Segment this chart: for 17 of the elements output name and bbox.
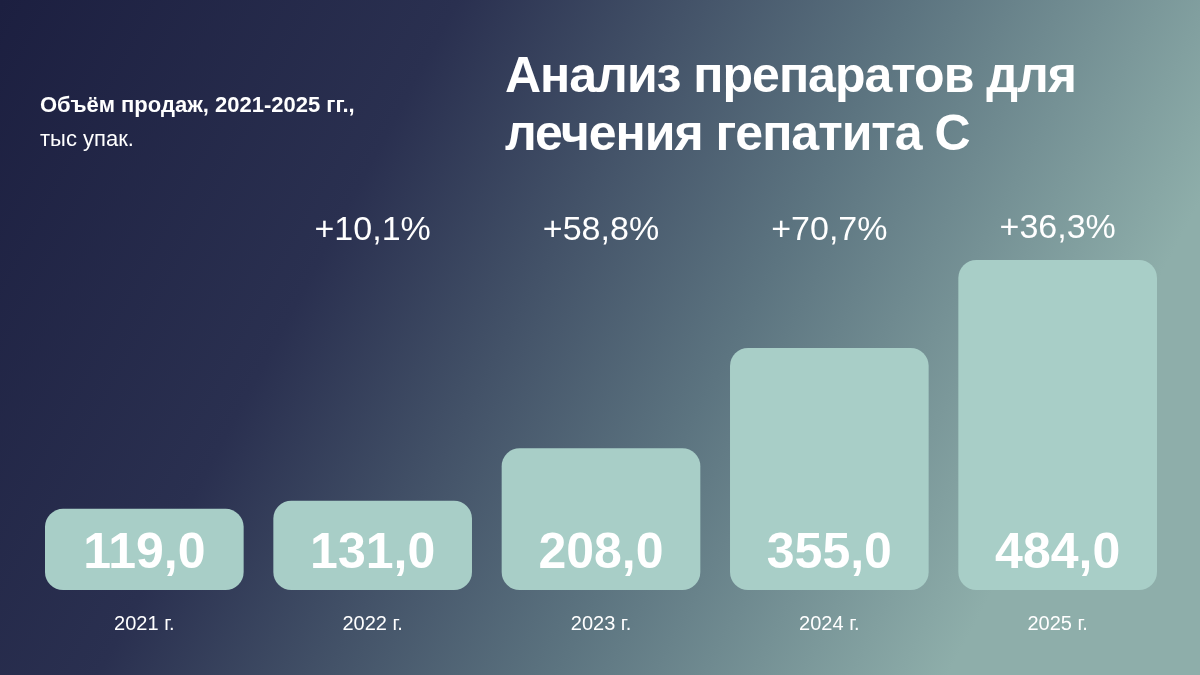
text: +10,1% [314,209,431,247]
text: +58,8% [542,209,660,247]
text: +70,7% [771,209,888,247]
x-tick-label: 2025 г. [1027,612,1088,634]
data-label: 131,0 [310,523,436,579]
chart-title: Анализ препаратов для лечения гепатита С [505,47,1076,161]
data-label: 355,0 [766,523,892,579]
x-tick-label: 2024 г. [799,612,860,634]
data-label: 119,0 [83,523,206,579]
data-label: 208,0 [538,523,664,579]
x-tick-label: 2022 г. [342,612,403,634]
chart-subtitle: Объём продаж, 2021-2025 гг., [40,92,355,117]
text: +36,3% [999,207,1116,245]
x-tick-label: 2023 г. [570,612,632,634]
data-label: 484,0 [995,523,1121,579]
x-tick-label: 2021 г. [114,612,175,634]
y-axis-title: тыс упак. [40,126,134,151]
